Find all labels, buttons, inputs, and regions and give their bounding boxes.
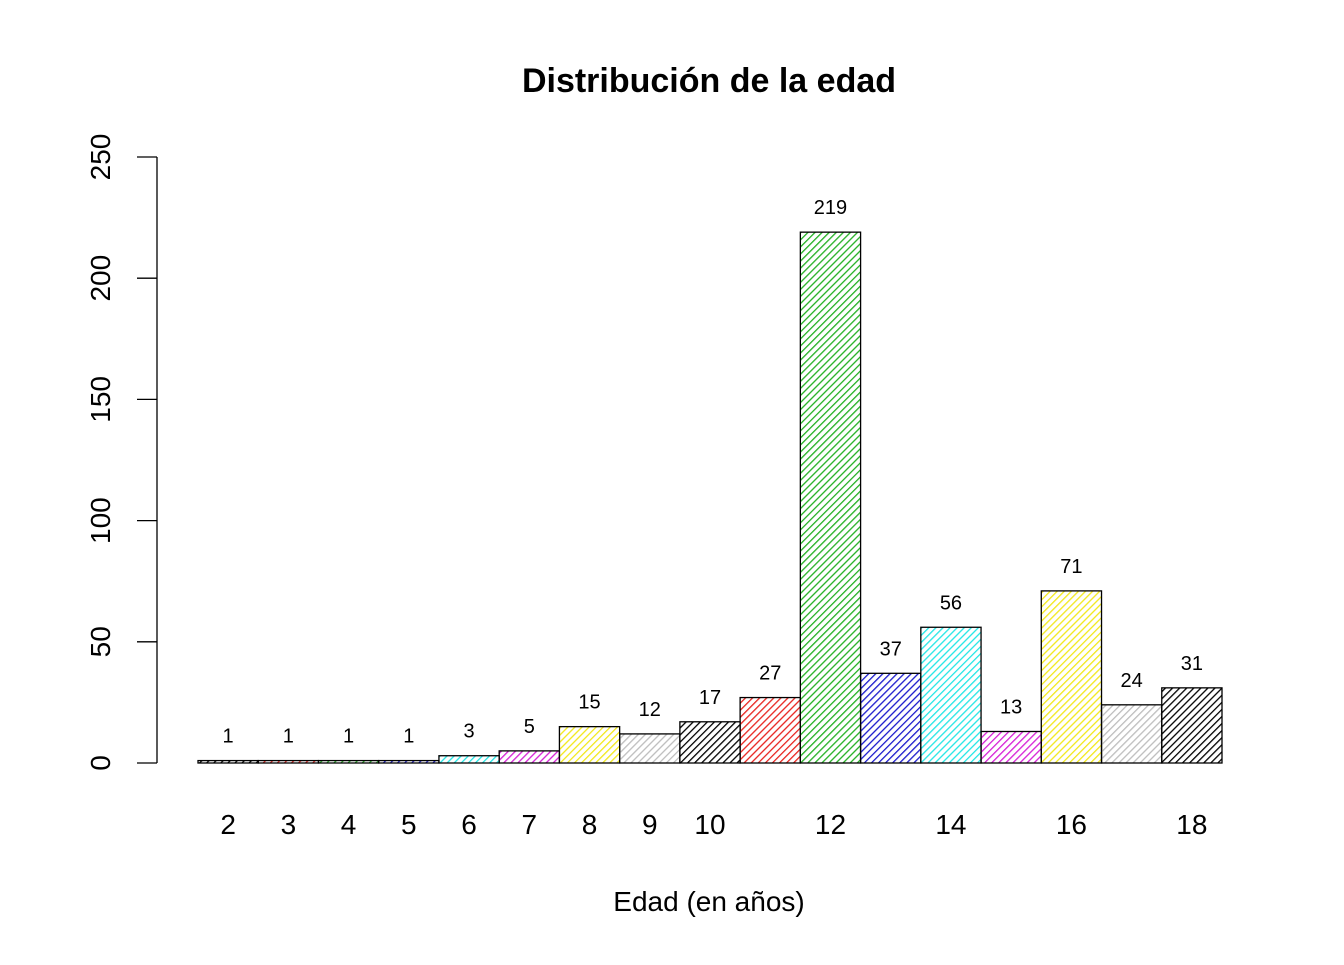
x-tick-label-16: 16 [1056, 809, 1087, 840]
y-tick-label: 100 [85, 497, 116, 544]
value-label-10: 17 [699, 687, 721, 709]
value-label-18: 31 [1181, 653, 1203, 675]
value-label-15: 13 [1000, 696, 1022, 718]
value-label-11: 27 [759, 663, 781, 685]
x-tick-label-14: 14 [935, 809, 966, 840]
y-tick-label: 150 [85, 376, 116, 423]
bar-17 [1100, 704, 1163, 764]
value-label-6: 3 [463, 721, 474, 743]
bar-11 [739, 696, 802, 764]
bar-16 [1040, 590, 1103, 764]
value-label-9: 12 [639, 699, 661, 721]
value-label-7: 5 [524, 716, 535, 738]
x-tick-labels: 2 3 4 5 6 7 8 9 10 12 14 16 18 [220, 809, 1207, 840]
bar-3 [257, 759, 320, 764]
value-label-16: 71 [1060, 556, 1082, 578]
x-tick-label-3: 3 [281, 809, 297, 840]
bar-18 [1161, 687, 1223, 764]
bar-14 [920, 626, 982, 764]
x-tick-label-7: 7 [522, 809, 538, 840]
x-tick-label-10: 10 [694, 809, 725, 840]
value-label-5: 1 [403, 726, 414, 748]
bar-13 [859, 672, 922, 764]
value-label-8: 15 [578, 692, 600, 714]
y-axis: 0 50 100 150 200 250 [85, 134, 158, 771]
x-tick-label-9: 9 [642, 809, 658, 840]
bar-12 [799, 231, 862, 764]
value-label-4: 1 [343, 726, 354, 748]
bar-5 [378, 759, 440, 764]
value-label-17: 24 [1121, 670, 1143, 692]
y-tick-label: 250 [85, 134, 116, 181]
chart-title: Distribución de la edad [522, 62, 896, 100]
y-tick-label: 50 [85, 626, 116, 657]
x-tick-label-2: 2 [220, 809, 236, 840]
bar-15 [980, 730, 1042, 764]
y-tick-label: 200 [85, 255, 116, 302]
value-label-2: 1 [223, 726, 234, 748]
bar-4 [317, 759, 380, 764]
x-tick-label-18: 18 [1176, 809, 1207, 840]
x-tick-label-12: 12 [815, 809, 846, 840]
value-label-14: 56 [940, 592, 962, 614]
bar-9 [618, 733, 681, 764]
x-axis-label: Edad (en años) [613, 886, 804, 917]
bar-7 [498, 750, 561, 764]
x-tick-label-5: 5 [401, 809, 417, 840]
x-tick-label-4: 4 [341, 809, 357, 840]
bar-2 [197, 759, 259, 764]
bar-10 [679, 721, 741, 764]
y-tick-label: 0 [85, 755, 116, 771]
value-label-13: 37 [880, 638, 902, 660]
x-tick-label-8: 8 [582, 809, 598, 840]
bar-8 [558, 725, 621, 764]
value-label-12: 219 [814, 197, 847, 219]
x-tick-label-6: 6 [461, 809, 477, 840]
bars [197, 231, 1223, 764]
bar-6 [438, 755, 500, 764]
value-label-3: 1 [283, 726, 294, 748]
